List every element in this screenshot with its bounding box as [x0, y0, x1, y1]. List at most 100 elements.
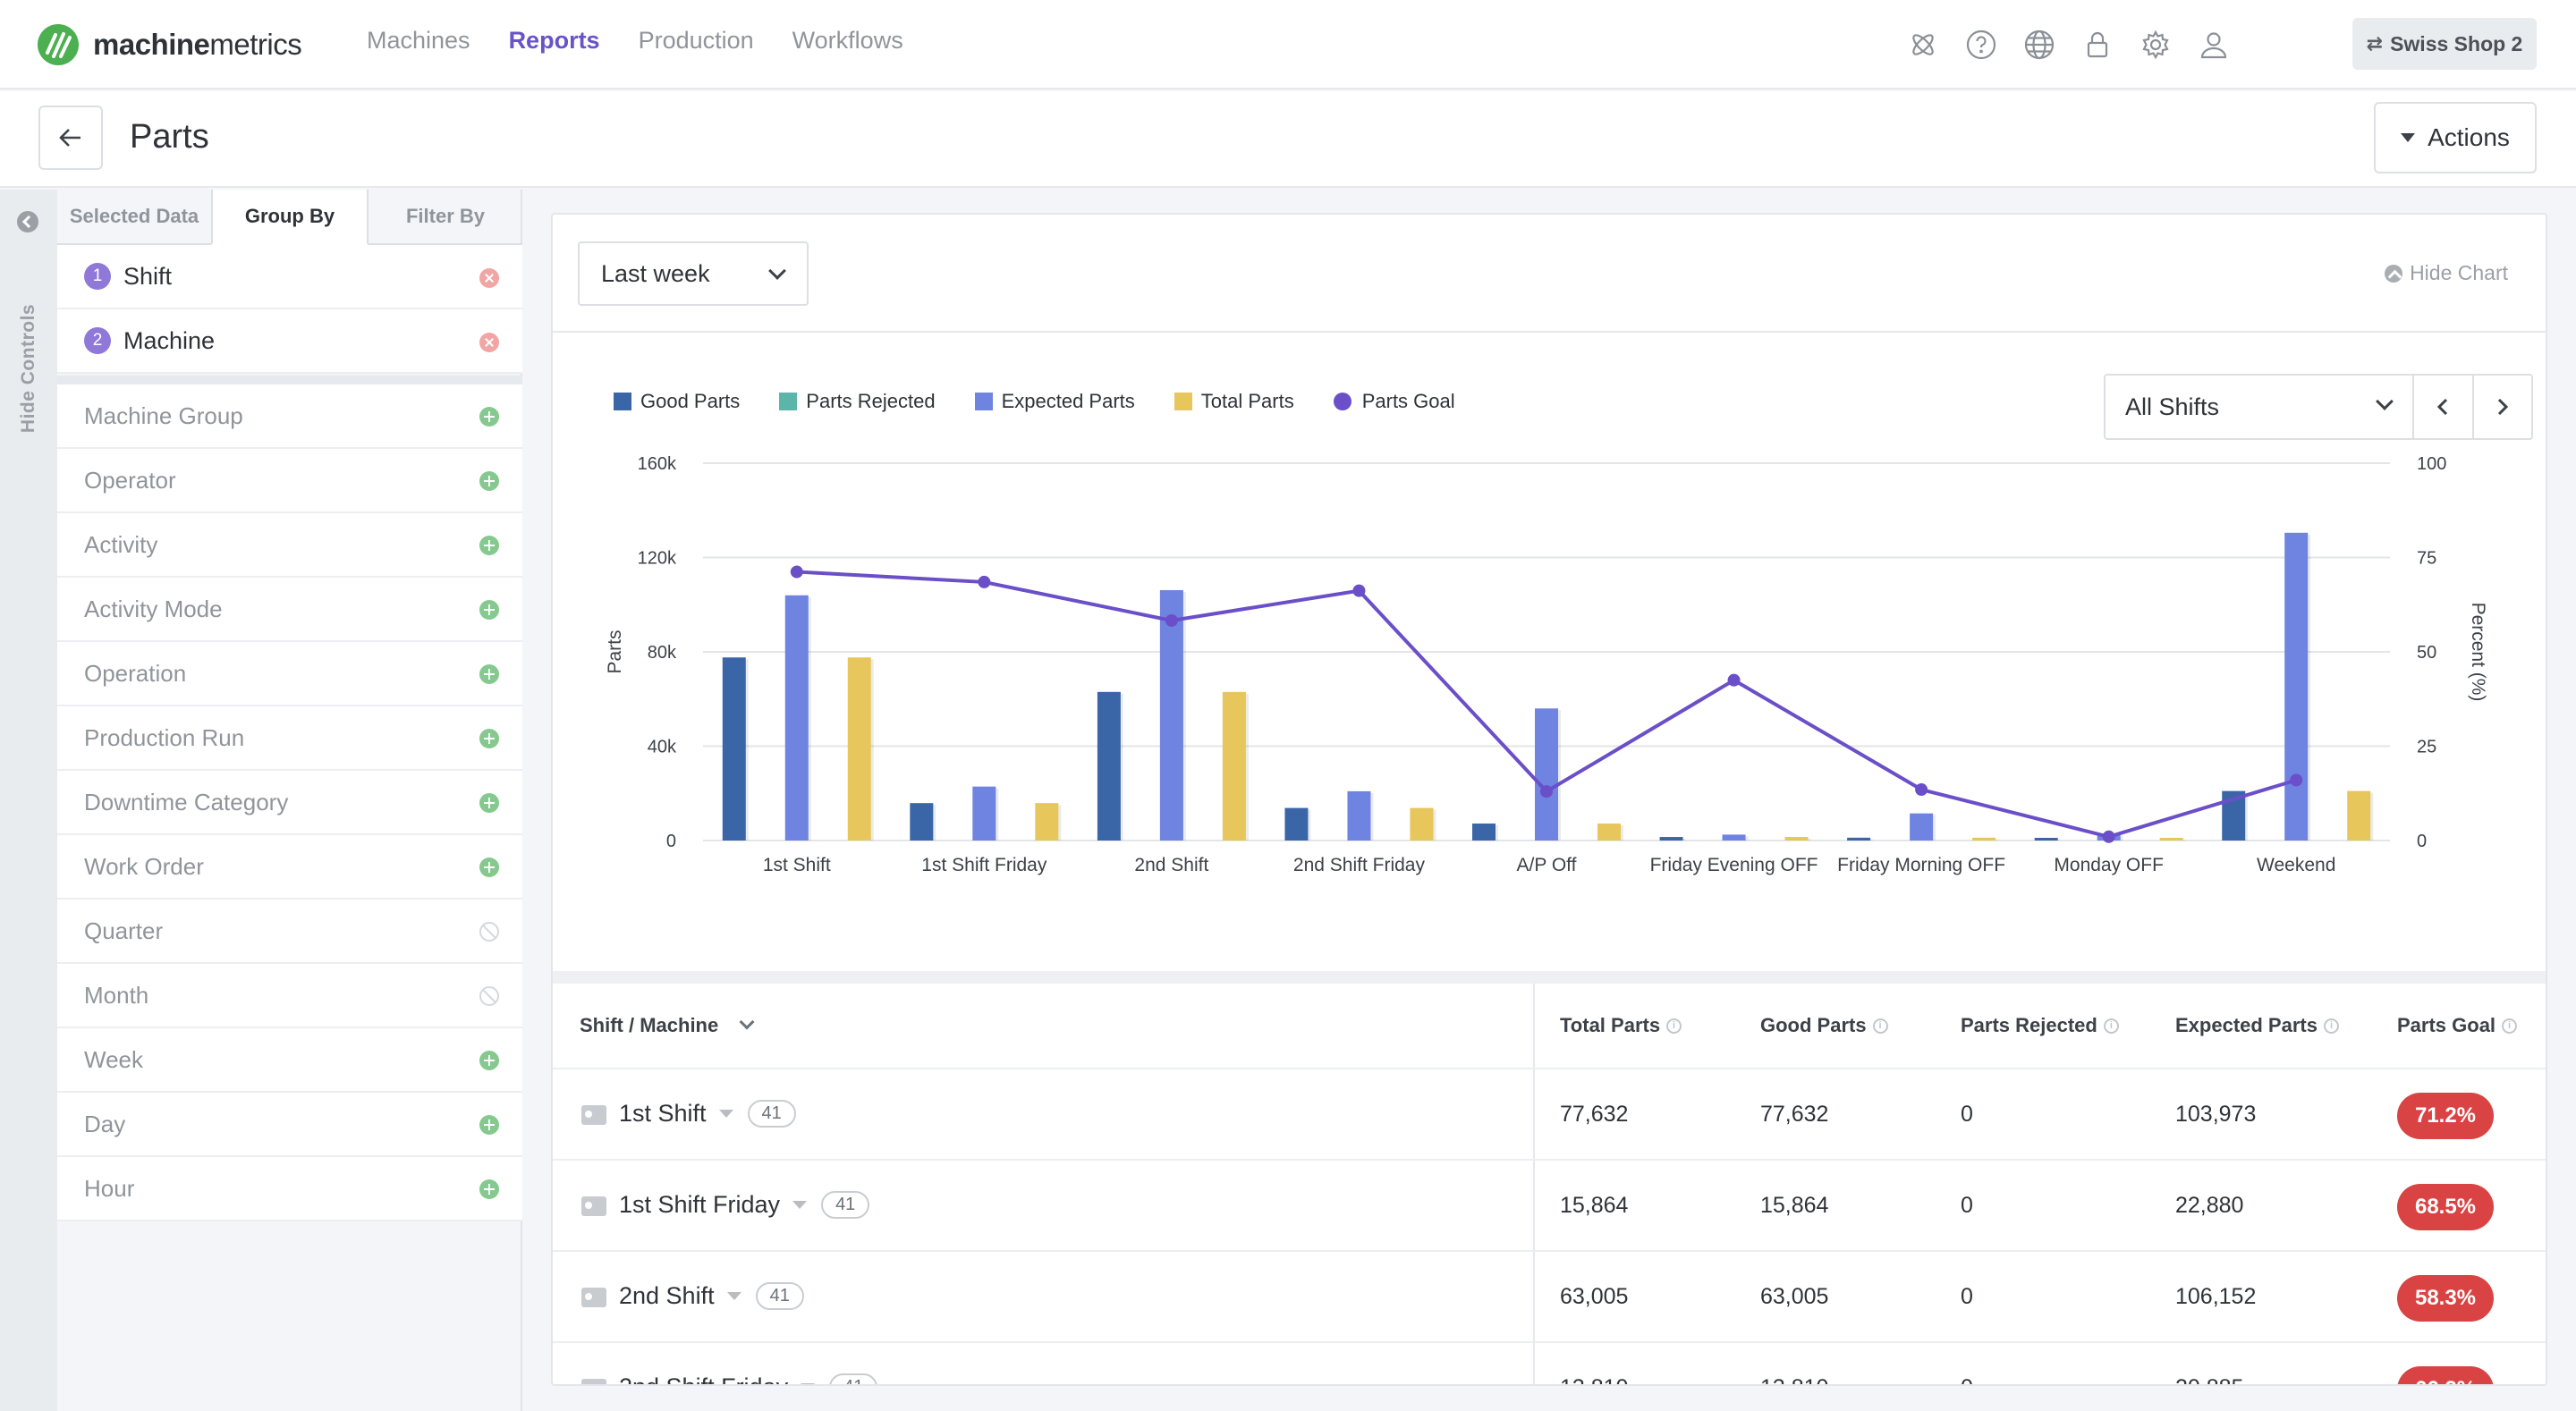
- shop-switcher-button[interactable]: ⇄ Swiss Shop 2: [2352, 18, 2537, 70]
- prev-button[interactable]: [2414, 376, 2473, 438]
- row-label[interactable]: 2nd Shift 41: [619, 1282, 804, 1310]
- bar-shadow: [2370, 792, 2374, 841]
- header-parts-rejected[interactable]: Parts Rejected i: [1961, 1014, 2119, 1037]
- y2-tick-label: 75: [2417, 549, 2436, 569]
- option-activity-mode[interactable]: Activity Mode: [57, 578, 522, 642]
- bar-shadow: [1933, 815, 1936, 841]
- add-icon[interactable]: [479, 1115, 499, 1135]
- option-hour[interactable]: Hour: [57, 1157, 522, 1221]
- add-icon[interactable]: [479, 664, 499, 684]
- caret-down-icon[interactable]: [801, 1383, 816, 1384]
- option-operation[interactable]: Operation: [57, 642, 522, 706]
- cell-expected-parts: 103,973: [2175, 1102, 2257, 1127]
- bar-shadow: [1245, 693, 1249, 841]
- nav-production[interactable]: Production: [638, 27, 754, 54]
- nav-machines[interactable]: Machines: [367, 27, 470, 54]
- atom-icon[interactable]: [1905, 27, 1941, 63]
- tab-selected-data[interactable]: Selected Data: [57, 190, 211, 245]
- add-icon[interactable]: [479, 729, 499, 748]
- option-downtime-category[interactable]: Downtime Category: [57, 771, 522, 835]
- brand-logo[interactable]: machinemetrics: [36, 21, 302, 68]
- legend-swatch: [974, 393, 993, 410]
- row-label[interactable]: 1st Shift 41: [619, 1100, 796, 1128]
- help-icon[interactable]: [1963, 27, 1999, 63]
- header-shift-machine[interactable]: Shift / Machine: [580, 1014, 755, 1037]
- option-machine-group[interactable]: Machine Group: [57, 384, 522, 449]
- table-row[interactable]: 2nd Shift 41 63,005 63,005 0 106,152 58.3…: [553, 1252, 2546, 1343]
- legend-item[interactable]: Parts Goal: [1333, 390, 1455, 413]
- bar-shadow: [870, 659, 874, 841]
- header-parts-goal[interactable]: Parts Goal i: [2397, 1014, 2518, 1037]
- shift-filter-select[interactable]: All Shifts: [2106, 376, 2414, 438]
- hide-chart-button[interactable]: Hide Chart: [2385, 261, 2508, 285]
- option-week[interactable]: Week: [57, 1028, 522, 1093]
- grouping-item-shift[interactable]: 1 Shift: [57, 245, 522, 309]
- tab-filter-by[interactable]: Filter By: [369, 190, 522, 245]
- legend-swatch: [1174, 393, 1192, 410]
- next-button[interactable]: [2472, 376, 2531, 438]
- hide-controls-toggle[interactable]: Hide Controls: [0, 190, 57, 1411]
- back-button[interactable]: [38, 106, 103, 170]
- table-row[interactable]: 1st Shift 41 77,632 77,632 0 103,973 71.2…: [553, 1069, 2546, 1161]
- nav-workflows[interactable]: Workflows: [792, 27, 903, 54]
- globe-icon[interactable]: [2021, 27, 2057, 63]
- legend-item[interactable]: Parts Rejected: [779, 390, 936, 413]
- remove-icon[interactable]: [479, 268, 499, 288]
- bar-expected-parts: [1535, 708, 1558, 841]
- settings-icon[interactable]: [2138, 27, 2174, 63]
- add-icon[interactable]: [479, 793, 499, 813]
- bar-shadow: [1870, 839, 1874, 841]
- add-icon[interactable]: [479, 1051, 499, 1070]
- header-expected-parts[interactable]: Expected Parts i: [2175, 1014, 2339, 1037]
- cell-parts-rejected: 0: [1961, 1375, 1973, 1384]
- x-tick-label: Friday Morning OFF: [1837, 855, 2005, 875]
- legend-swatch: [614, 393, 631, 410]
- caret-down-icon[interactable]: [792, 1201, 808, 1209]
- option-production-run[interactable]: Production Run: [57, 706, 522, 771]
- tab-group-by[interactable]: Group By: [211, 190, 369, 245]
- add-icon[interactable]: [479, 858, 499, 877]
- legend-item[interactable]: Expected Parts: [974, 390, 1135, 413]
- row-label[interactable]: 1st Shift Friday 41: [619, 1191, 870, 1219]
- bar-good-parts: [1659, 837, 1683, 841]
- table-row[interactable]: 1st Shift Friday 41 15,864 15,864 0 22,88…: [553, 1161, 2546, 1252]
- option-activity[interactable]: Activity: [57, 513, 522, 578]
- add-icon[interactable]: [479, 471, 499, 491]
- nav-reports[interactable]: Reports: [508, 27, 600, 54]
- option-day[interactable]: Day: [57, 1093, 522, 1157]
- header-total-parts[interactable]: Total Parts i: [1560, 1014, 1682, 1037]
- user-icon[interactable]: [2196, 27, 2232, 63]
- header-good-parts[interactable]: Good Parts i: [1760, 1014, 1888, 1037]
- count-badge: 41: [755, 1282, 804, 1310]
- top-navbar: machinemetrics Machines Reports Producti…: [0, 0, 2576, 89]
- cell-parts-rejected: 0: [1961, 1102, 1973, 1127]
- parts-goal-point: [2102, 830, 2115, 843]
- x-tick-label: 2nd Shift Friday: [1293, 855, 1426, 875]
- caret-down-icon[interactable]: [726, 1292, 741, 1300]
- add-icon[interactable]: [479, 536, 499, 555]
- add-icon[interactable]: [479, 600, 499, 620]
- remove-icon[interactable]: [479, 333, 499, 352]
- option-operator[interactable]: Operator: [57, 449, 522, 513]
- shift-filter: All Shifts: [2104, 374, 2533, 440]
- bar-expected-parts: [1159, 590, 1183, 841]
- actions-button[interactable]: Actions: [2374, 102, 2537, 173]
- date-range-select[interactable]: Last week: [578, 241, 809, 306]
- add-icon[interactable]: [479, 407, 499, 427]
- legend-item[interactable]: Good Parts: [614, 390, 740, 413]
- bar-shadow: [1996, 839, 1999, 841]
- y2-tick-label: 0: [2417, 832, 2427, 851]
- caret-down-icon[interactable]: [718, 1110, 733, 1118]
- add-icon[interactable]: [479, 1179, 499, 1199]
- caret-down-icon: [2401, 133, 2416, 142]
- legend-item[interactable]: Total Parts: [1174, 390, 1294, 413]
- bar-good-parts: [1284, 807, 1309, 841]
- lock-icon[interactable]: [2080, 27, 2115, 63]
- grouping-item-machine[interactable]: 2 Machine: [57, 309, 522, 374]
- bar-good-parts: [722, 657, 746, 841]
- option-work-order[interactable]: Work Order: [57, 835, 522, 900]
- y-tick-label: 80k: [648, 643, 677, 663]
- bar-shadow: [1496, 825, 1498, 841]
